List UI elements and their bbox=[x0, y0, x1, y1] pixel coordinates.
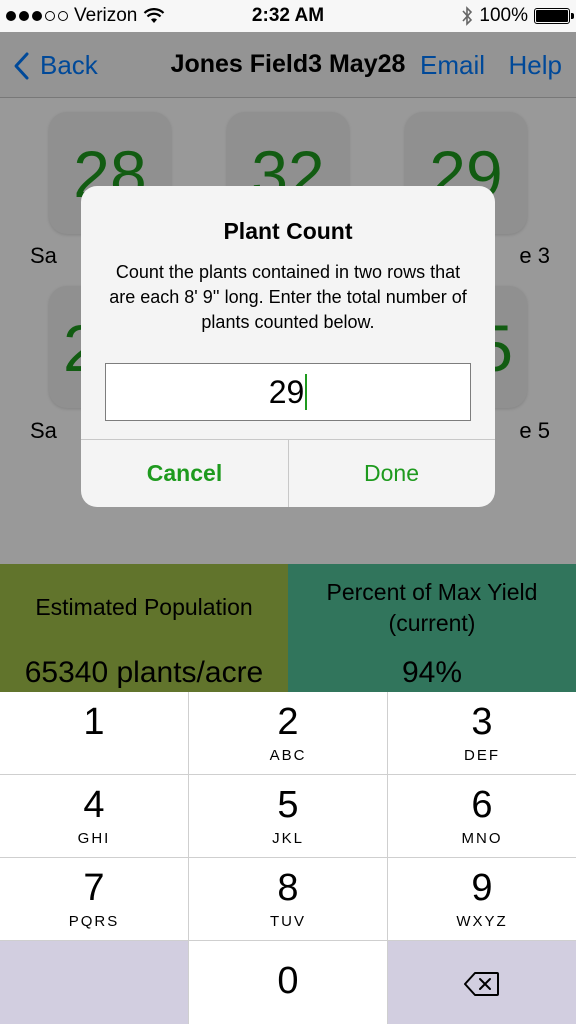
key-digit: 3 bbox=[388, 700, 576, 744]
key-5[interactable]: 5 JKL bbox=[189, 775, 388, 858]
done-button[interactable]: Done bbox=[288, 440, 495, 507]
battery-percent: 100% bbox=[479, 5, 528, 27]
key-digit: 0 bbox=[189, 959, 387, 1003]
plant-count-dialog: Plant Count Count the plants contained i… bbox=[81, 186, 495, 507]
key-digit: 8 bbox=[189, 866, 387, 910]
key-digit: 4 bbox=[0, 783, 188, 827]
key-letters: ABC bbox=[189, 747, 387, 764]
key-2[interactable]: 2 ABC bbox=[189, 692, 388, 775]
key-6[interactable]: 6 MNO bbox=[388, 775, 576, 858]
key-digit: 1 bbox=[0, 700, 188, 744]
key-letters: TUV bbox=[189, 913, 387, 930]
key-7[interactable]: 7 PQRS bbox=[0, 858, 189, 941]
key-letters: MNO bbox=[388, 830, 576, 847]
numeric-keypad: 1 2 ABC 3 DEF 4 GHI 5 JKL 6 MNO 7 PQRS 8… bbox=[0, 692, 576, 1024]
plant-count-input[interactable]: 29 bbox=[105, 363, 471, 421]
key-4[interactable]: 4 GHI bbox=[0, 775, 189, 858]
battery-icon bbox=[534, 8, 570, 24]
text-caret bbox=[305, 374, 307, 410]
dialog-title: Plant Count bbox=[81, 218, 495, 245]
dialog-message: Count the plants contained in two rows t… bbox=[101, 260, 475, 335]
key-digit: 5 bbox=[189, 783, 387, 827]
plant-count-value: 29 bbox=[269, 374, 305, 411]
key-letters: JKL bbox=[189, 830, 387, 847]
key-3[interactable]: 3 DEF bbox=[388, 692, 576, 775]
key-9[interactable]: 9 WXYZ bbox=[388, 858, 576, 941]
status-bar: Verizon 2:32 AM 100% bbox=[0, 0, 576, 32]
key-letters: WXYZ bbox=[388, 913, 576, 930]
key-0[interactable]: 0 bbox=[189, 941, 388, 1024]
bluetooth-icon bbox=[461, 6, 473, 26]
key-letters: GHI bbox=[0, 830, 188, 847]
key-letters: DEF bbox=[388, 747, 576, 764]
backspace-icon bbox=[464, 971, 500, 997]
key-digit: 2 bbox=[189, 700, 387, 744]
delete-key[interactable] bbox=[388, 941, 576, 1024]
key-digit: 6 bbox=[388, 783, 576, 827]
key-empty bbox=[0, 941, 189, 1024]
key-digit: 7 bbox=[0, 866, 188, 910]
key-letters: PQRS bbox=[0, 913, 188, 930]
key-digit: 9 bbox=[388, 866, 576, 910]
status-right: 100% bbox=[461, 5, 570, 27]
key-1[interactable]: 1 bbox=[0, 692, 189, 775]
cancel-button[interactable]: Cancel bbox=[81, 440, 288, 507]
key-8[interactable]: 8 TUV bbox=[189, 858, 388, 941]
